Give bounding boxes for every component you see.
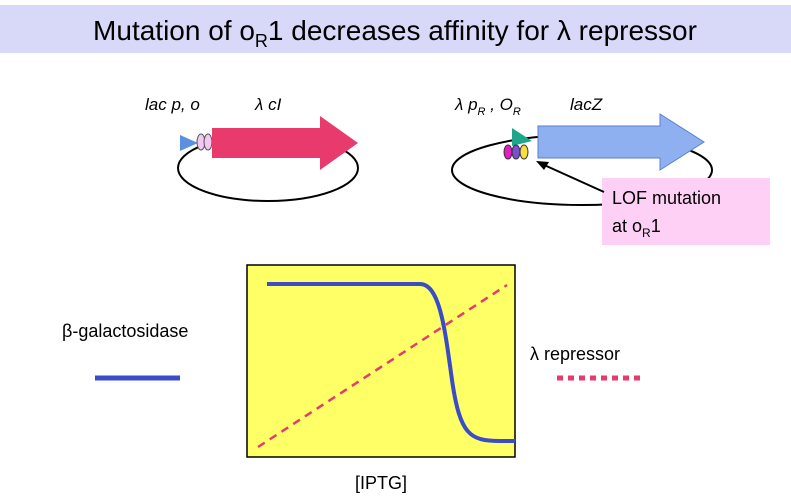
- callout-box: [602, 178, 770, 245]
- title-text: 1 decreases affinity for λ repressor: [268, 15, 697, 46]
- gene-arrow: [212, 116, 358, 170]
- arrow-head: [536, 161, 549, 170]
- label: λ cI: [254, 95, 282, 114]
- label: lac p, o: [145, 95, 200, 114]
- x-label: [IPTG]: [355, 473, 407, 493]
- title-band: [0, 5, 791, 53]
- graph-box: [246, 264, 516, 458]
- gene-arrow: [537, 113, 705, 171]
- title-sub: R: [255, 31, 268, 51]
- operator: [519, 144, 529, 160]
- callout-part: 1: [651, 216, 661, 236]
- label-sub: R: [478, 106, 486, 118]
- repressor-line: [257, 283, 508, 449]
- callout-text: LOF mutation: [612, 188, 721, 208]
- callout-sub: R: [642, 226, 651, 240]
- label-sub: R: [513, 106, 521, 118]
- bgal-curve: [267, 282, 515, 443]
- label: lacZ: [570, 95, 603, 114]
- operator: [503, 144, 513, 160]
- callout-arrow: [541, 163, 605, 193]
- legend-label: λ repressor: [530, 344, 620, 364]
- title-text: Mutation of o: [93, 15, 255, 46]
- label: λ pR , OR: [454, 95, 521, 118]
- operator: [203, 133, 213, 151]
- callout-text: at oR1: [612, 216, 661, 240]
- label-text: , O: [486, 95, 513, 114]
- label-text: λ p: [454, 95, 478, 114]
- promoter: [512, 128, 532, 146]
- title: Mutation of oR1 decreases affinity for λ…: [93, 15, 697, 51]
- legend-label: β-galactosidase: [62, 321, 188, 341]
- promoter: [180, 135, 198, 151]
- operator: [511, 144, 521, 160]
- callout-part: at o: [612, 216, 642, 236]
